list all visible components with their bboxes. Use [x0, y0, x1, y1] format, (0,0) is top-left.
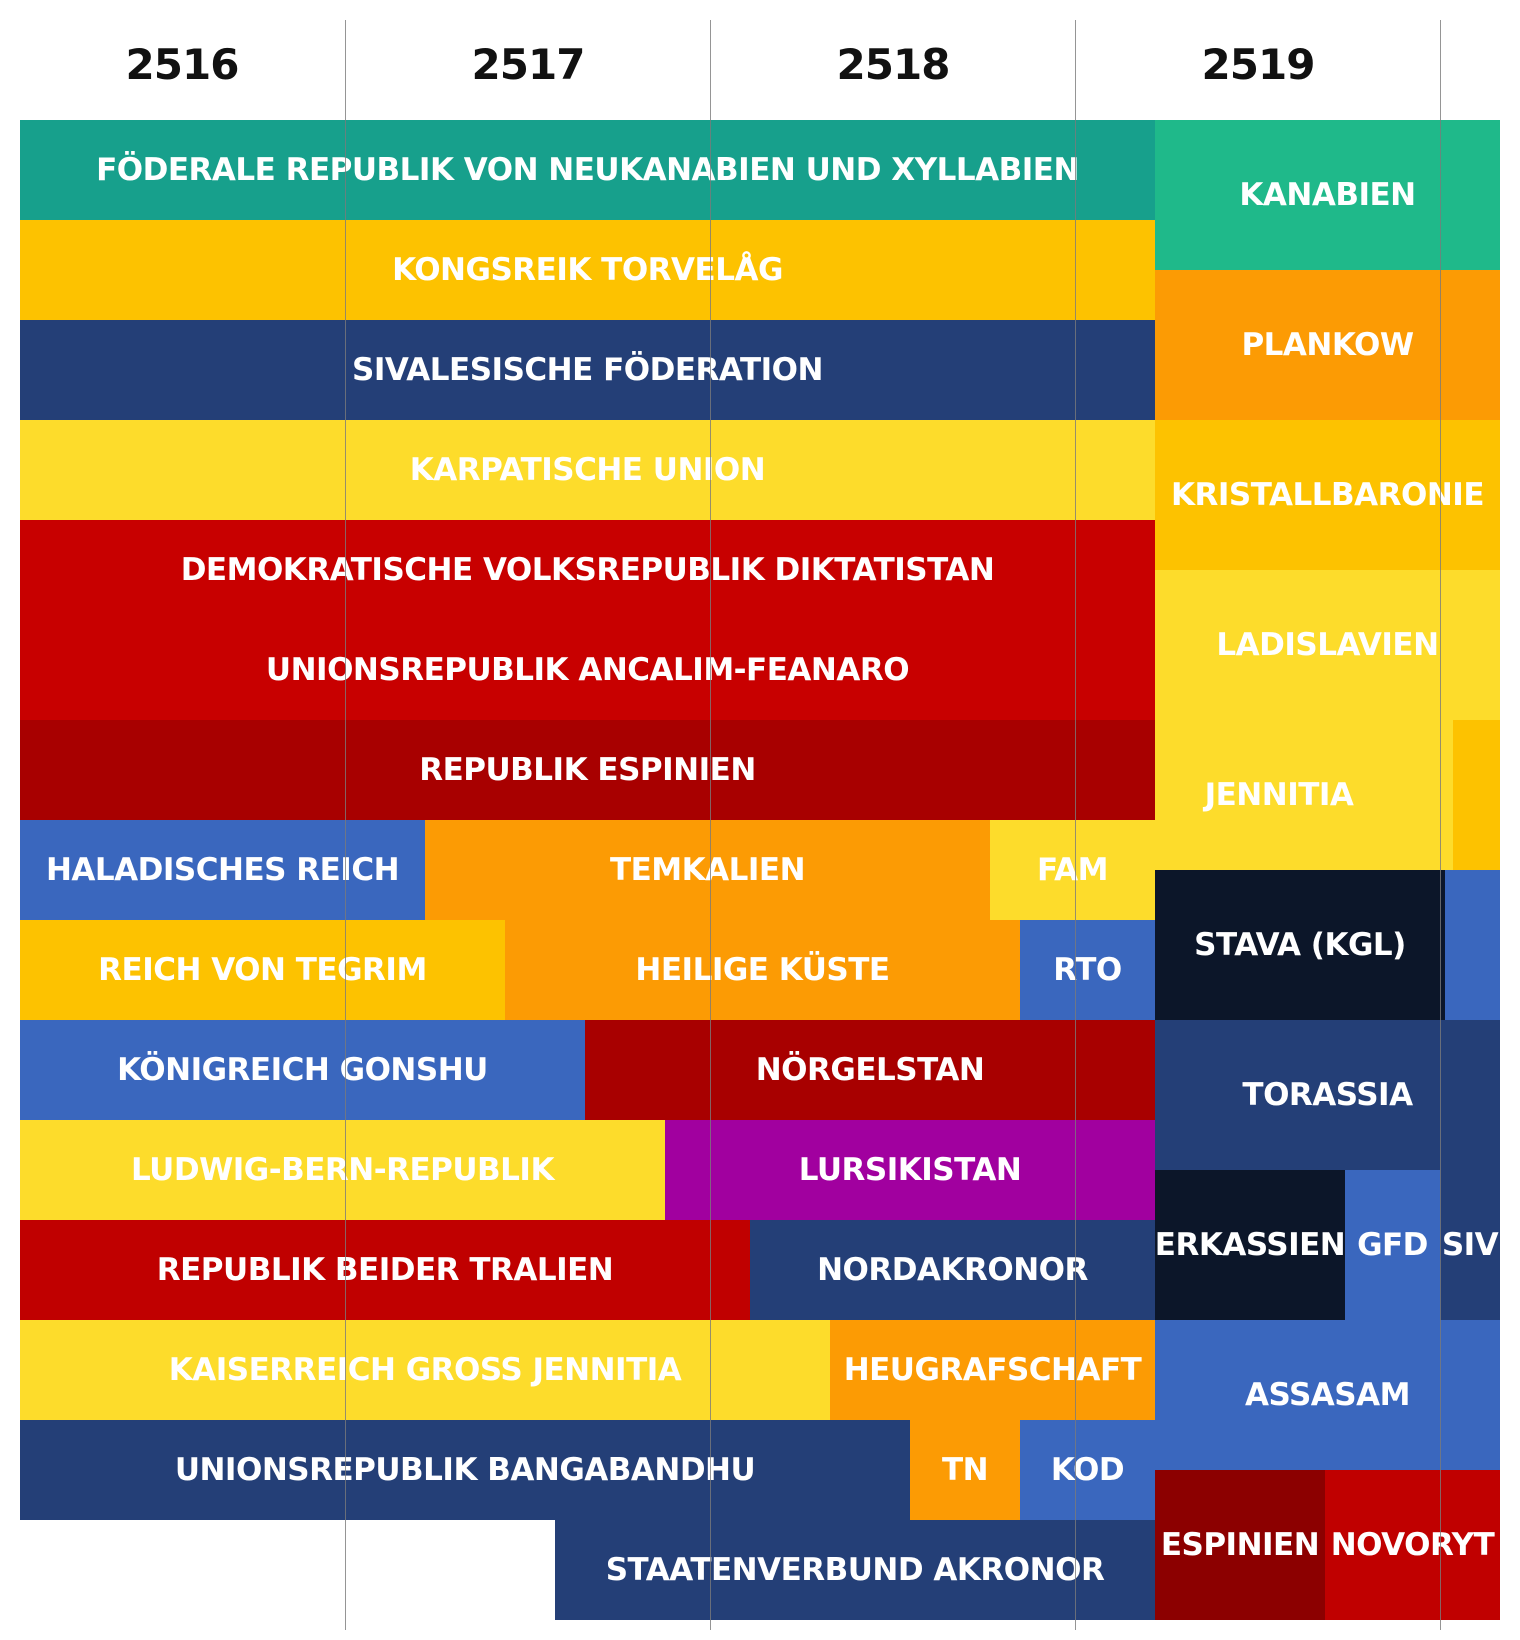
- block-label: Novoryt: [1330, 1527, 1495, 1563]
- block-stava-kgl: Stava (KGL): [1155, 870, 1445, 1020]
- block-assasam: Assasam: [1155, 1320, 1500, 1470]
- block-jennitia: Jennitia: [1155, 720, 1453, 870]
- year-label-2518: 2518: [836, 40, 951, 89]
- block-republik-beider-tralien: Republik beider Tralien: [20, 1220, 750, 1320]
- year-divider-line: [1440, 20, 1441, 1630]
- block-label: Demokratische Volksrepublik Diktatistan: [180, 552, 995, 588]
- block-novoryt: Novoryt: [1325, 1470, 1500, 1620]
- block-label: Unionsrepublik Ancalim-Feanaro: [265, 652, 910, 688]
- block-label: Ludwig-Bern-Republik: [131, 1152, 554, 1188]
- block-ladislavien: Ladislavien: [1155, 570, 1500, 720]
- block-label: Kanabien: [1239, 177, 1416, 213]
- block-label: Kaiserreich Groß Jennitia: [168, 1352, 682, 1388]
- block-label: GFD: [1357, 1227, 1428, 1263]
- block-lursikistan: Lursikistan: [665, 1120, 1155, 1220]
- block-rto: RTO: [1020, 920, 1155, 1020]
- block-label: Jennitia: [1204, 777, 1354, 813]
- block-label: Espinien: [1160, 1527, 1320, 1563]
- block-label: FAM: [1037, 852, 1108, 888]
- block-republik-espinien: Republik Espinien: [20, 720, 1155, 820]
- block-label: Ladislavien: [1216, 627, 1439, 663]
- block-heilige-kueste: Heilige Küste: [505, 920, 1020, 1020]
- block-espinien: Espinien: [1155, 1470, 1325, 1620]
- block-tn: TN: [910, 1420, 1020, 1520]
- block-label: Temkalien: [609, 852, 806, 888]
- block-label: Stava (KGL): [1194, 927, 1406, 963]
- block-karpatische-union: Karpatische Union: [20, 420, 1155, 520]
- year-label-2517: 2517: [471, 40, 586, 89]
- block-label: Torassia: [1242, 1077, 1413, 1113]
- block-haladisches-reich: Haladisches Reich: [20, 820, 425, 920]
- block-label: Unionsrepublik Bangabandhu: [174, 1452, 756, 1488]
- block-label: Königreich Gonshu: [117, 1052, 488, 1088]
- block-siv: SIV: [1440, 1170, 1500, 1320]
- block-label: Plankow: [1241, 327, 1414, 363]
- block-koenigreich-gonshu: Königreich Gonshu: [20, 1020, 585, 1120]
- block-label: Karpatische Union: [409, 452, 766, 488]
- block-label: Heugrafschaft: [843, 1352, 1142, 1388]
- year-divider-line: [710, 20, 711, 1630]
- year-label-2516: 2516: [125, 40, 240, 89]
- block-demokratische-volksrepublik-diktatistan: Demokratische Volksrepublik Diktatistan: [20, 520, 1155, 620]
- block-label: Assasam: [1245, 1377, 1410, 1413]
- block-staatenverbund-akronor: Staatenverbund Akronor: [555, 1520, 1155, 1620]
- year-divider-line: [345, 20, 346, 1630]
- block-ludwig-bern-republik: Ludwig-Bern-Republik: [20, 1120, 665, 1220]
- block-unionsrepublik-ancalim-feanaro: Unionsrepublik Ancalim-Feanaro: [20, 620, 1155, 720]
- block-label: Sivalesische Föderation: [352, 352, 823, 388]
- block-label: Republik Espinien: [419, 752, 756, 788]
- block-temkalien: Temkalien: [425, 820, 990, 920]
- block-label: Kongsreik Torvelåg: [392, 252, 783, 288]
- block-blank-30: [1453, 720, 1500, 870]
- block-unionsrepublik-bangabandhu: Unionsrepublik Bangabandhu: [20, 1420, 910, 1520]
- block-nordakronor: Nordakronor: [750, 1220, 1155, 1320]
- block-label: TN: [941, 1452, 989, 1488]
- block-foederale-republik-von-neukanabien-und-xyllabien: Föderale Republik von Neukanabien und Xy…: [20, 120, 1155, 220]
- block-label: Föderale Republik von Neukanabien und Xy…: [96, 152, 1079, 188]
- block-fam: FAM: [990, 820, 1155, 920]
- block-plankow: Plankow: [1155, 270, 1500, 420]
- block-label: KOD: [1050, 1452, 1125, 1488]
- block-kristallbaronie: Kristallbaronie: [1155, 420, 1500, 570]
- block-kongsreik-torvelag: Kongsreik Torvelåg: [20, 220, 1155, 320]
- block-erkassien: Erkassien: [1155, 1170, 1345, 1320]
- block-label: Reich von Tegrim: [98, 952, 427, 988]
- block-gfd: GFD: [1345, 1170, 1440, 1320]
- block-kaiserreich-gross-jennitia: Kaiserreich Groß Jennitia: [20, 1320, 830, 1420]
- block-label: Lursikistan: [798, 1152, 1022, 1188]
- block-label: Nordakronor: [817, 1252, 1088, 1288]
- block-label: Staatenverbund Akronor: [605, 1552, 1105, 1588]
- year-divider-line: [1075, 20, 1076, 1630]
- block-label: SIV: [1441, 1227, 1499, 1263]
- block-kod: KOD: [1020, 1420, 1155, 1520]
- block-noergelstan: Nörgelstan: [585, 1020, 1155, 1120]
- block-label: Kristallbaronie: [1171, 477, 1485, 513]
- block-label: Haladisches Reich: [45, 852, 400, 888]
- year-label-2519: 2519: [1201, 40, 1316, 89]
- block-label: Erkassien: [1155, 1227, 1345, 1263]
- block-heugrafschaft: Heugrafschaft: [830, 1320, 1155, 1420]
- block-label: Heilige Küste: [635, 952, 890, 988]
- block-blank-32: [1445, 870, 1500, 1020]
- block-reich-von-tegrim: Reich von Tegrim: [20, 920, 505, 1020]
- block-label: Nörgelstan: [755, 1052, 985, 1088]
- block-sivalesische-foederation: Sivalesische Föderation: [20, 320, 1155, 420]
- block-label: RTO: [1053, 952, 1122, 988]
- block-kanabien: Kanabien: [1155, 120, 1500, 270]
- block-label: Republik beider Tralien: [156, 1252, 614, 1288]
- block-torassia: Torassia: [1155, 1020, 1500, 1170]
